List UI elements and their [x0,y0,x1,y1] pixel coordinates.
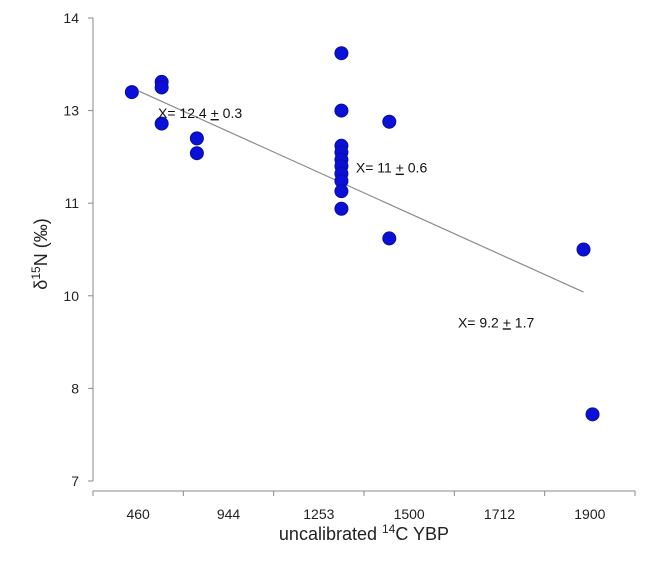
y-tick-label: 13 [63,103,79,119]
annotation-text-part: X= 12.4 [158,105,211,121]
y-tick-label: 14 [63,10,79,26]
annotations: X= 12.4 + 0.3 X= 11 + 0.6 X= 9.2 + 1.7 [158,105,534,330]
x-tick-label: 944 [217,506,241,522]
x-axis-title-superscript: 14 [382,522,396,536]
annotation-text-part: 0.6 [404,160,428,176]
plus-minus-sign: + [503,314,511,330]
y-tick-label: 11 [64,195,79,211]
y-axis-title: δ15N (‰) [29,218,51,289]
data-point [124,85,139,100]
x-tick-label: 1253 [303,506,334,522]
x-axis-title-suffix: C YBP [395,524,449,544]
x-axis-title: uncalibrated 14C YBP [279,522,449,544]
y-tick-label: 10 [63,288,79,304]
y-axis-title-superscript: 15 [29,266,43,280]
data-point [585,407,600,422]
x-tick-label: 460 [126,506,150,522]
data-point [334,103,349,118]
mean-annotation: X= 9.2 + 1.7 [458,314,535,330]
x-tick-marks: 460 944 1253 1500 1712 1900 [92,491,636,522]
mean-annotation: X= 11 + 0.6 [356,160,428,176]
data-point [382,231,397,246]
annotation-text-part: X= 11 [356,160,396,176]
x-tick-label: 1900 [574,506,605,522]
x-tick-label: 1500 [394,506,425,522]
data-point [189,146,204,161]
y-tick-marks: 7 8 10 11 13 14 [63,10,93,489]
y-axis-title-prefix: δ [31,280,51,290]
trendline [138,90,584,293]
plus-minus-sign: + [396,160,404,176]
data-points [124,46,600,422]
data-point [154,116,169,131]
mean-annotation: X= 12.4 + 0.3 [158,105,242,121]
annotation-text-part: 0.3 [219,105,243,121]
annotation-text-part: X= 9.2 [458,314,503,330]
data-point [334,184,349,199]
data-point [334,201,349,216]
data-point [189,131,204,146]
plus-minus-sign: + [211,105,219,121]
x-axis-title-prefix: uncalibrated [279,524,382,544]
data-point [382,114,397,129]
y-axis-title-suffix: N (‰) [31,218,51,266]
trendline-group [138,90,584,293]
data-point [154,80,169,95]
y-tick-label: 7 [71,473,79,489]
x-tick-label: 1712 [484,506,515,522]
annotation-text-part: 1.7 [511,314,535,330]
y-tick-label: 8 [71,380,79,396]
data-point [334,46,349,61]
data-point [576,242,591,257]
